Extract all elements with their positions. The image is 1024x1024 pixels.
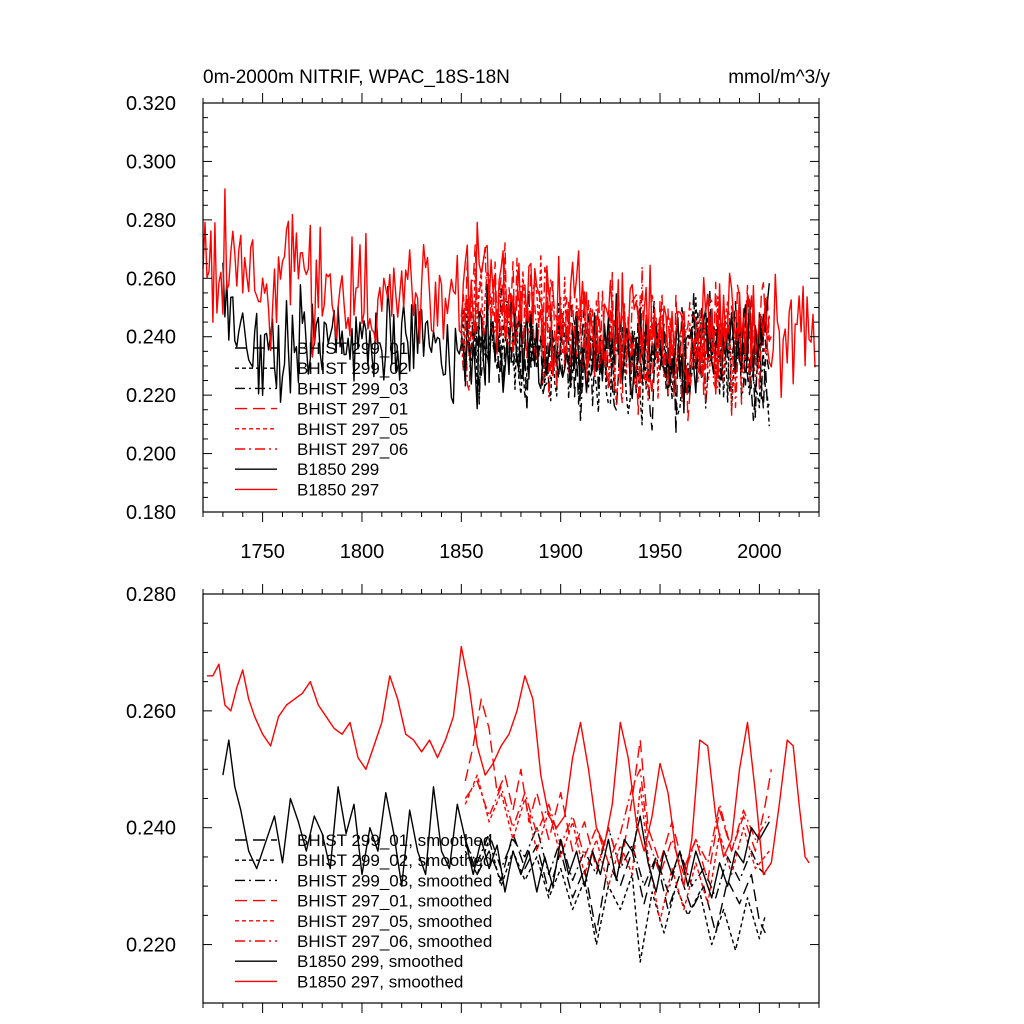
top-legend-label: BHIST 297_05 <box>297 420 408 439</box>
bottom-legend-label: B1850 299, smoothed <box>297 952 463 971</box>
bottom-y-tick-label: 0.260 <box>126 701 176 723</box>
bottom-plot-frame <box>202 593 820 1004</box>
top-plot-frame <box>202 102 820 513</box>
bottom-legend-label: BHIST 297_05, smoothed <box>297 912 492 931</box>
bottom-y-tick-label: 0.220 <box>126 935 176 957</box>
bottom-legend-label: BHIST 299_03, smoothed <box>297 871 492 890</box>
top-legend-label: BHIST 297_06 <box>297 440 408 459</box>
bottom-series-bhist-299-02-smoothed <box>464 838 766 963</box>
top-series-group <box>202 188 816 435</box>
bottom-series-bhist-297-05-smoothed <box>464 774 770 922</box>
top-axis-ticks: 0.180 0.200 0.220 0.240 0.260 0.280 0.300 0.320… <box>126 93 820 563</box>
top-series-bhist-297-06 <box>460 246 770 409</box>
bottom-series-bhist-297-06-smoothed <box>464 768 770 876</box>
bottom-legend-label: B1850 297, smoothed <box>297 972 463 991</box>
top-series-b1850-297 <box>202 188 816 399</box>
bottom-legend-label: BHIST 297_06, smoothed <box>297 932 492 951</box>
top-y-tick-label: 0.260 <box>126 268 176 290</box>
top-x-tick-label: 1750 <box>240 541 285 563</box>
top-x-tick-label: 1950 <box>638 541 683 563</box>
top-legend-label: B1850 299 <box>297 460 379 479</box>
top-y-tick-label: 0.220 <box>126 385 176 407</box>
top-panel: 0m-2000m NITRIF, WPAC_18S-18N mmol/m^3/y… <box>126 67 831 563</box>
top-y-tick-label: 0.180 <box>126 502 176 524</box>
top-x-tick-label: 1800 <box>340 541 385 563</box>
bottom-y-tick-label: 0.240 <box>126 818 176 840</box>
bottom-series-b1850-297-smoothed <box>207 645 810 887</box>
top-y-tick-label: 0.320 <box>126 93 176 115</box>
top-y-tick-label: 0.280 <box>126 210 176 232</box>
bottom-series-bhist-299-03-smoothed <box>464 827 766 899</box>
top-x-tick-label: 1850 <box>439 541 484 563</box>
top-y-tick-label: 0.200 <box>126 444 176 466</box>
bottom-legend-label: BHIST 299_01, smoothed <box>297 831 492 850</box>
top-legend-label: BHIST 299_01 <box>297 339 408 358</box>
top-legend-label: B1850 297 <box>297 480 379 499</box>
top-x-tick-label: 2000 <box>737 541 782 563</box>
top-legend-label: BHIST 299_03 <box>297 379 408 398</box>
top-y-tick-label: 0.300 <box>126 151 176 173</box>
bottom-legend-label: BHIST 299_02, smoothed <box>297 851 492 870</box>
top-chart-title: 0m-2000m NITRIF, WPAC_18S-18N <box>203 67 510 88</box>
top-legend-label: BHIST 297_01 <box>297 400 408 419</box>
bottom-series-group <box>207 645 810 963</box>
bottom-y-tick-label: 0.280 <box>126 584 176 606</box>
bottom-series-b1850-299-smoothed <box>222 739 770 899</box>
bottom-axis-ticks: 0.220 0.240 0.260 0.280 <box>126 584 820 1013</box>
top-legend-label: BHIST 299_02 <box>297 359 408 378</box>
top-chart-units: mmol/m^3/y <box>728 67 830 88</box>
top-x-tick-label: 1900 <box>538 541 583 563</box>
top-y-tick-label: 0.240 <box>126 327 176 349</box>
bottom-legend-label: BHIST 297_01, smoothed <box>297 892 492 911</box>
